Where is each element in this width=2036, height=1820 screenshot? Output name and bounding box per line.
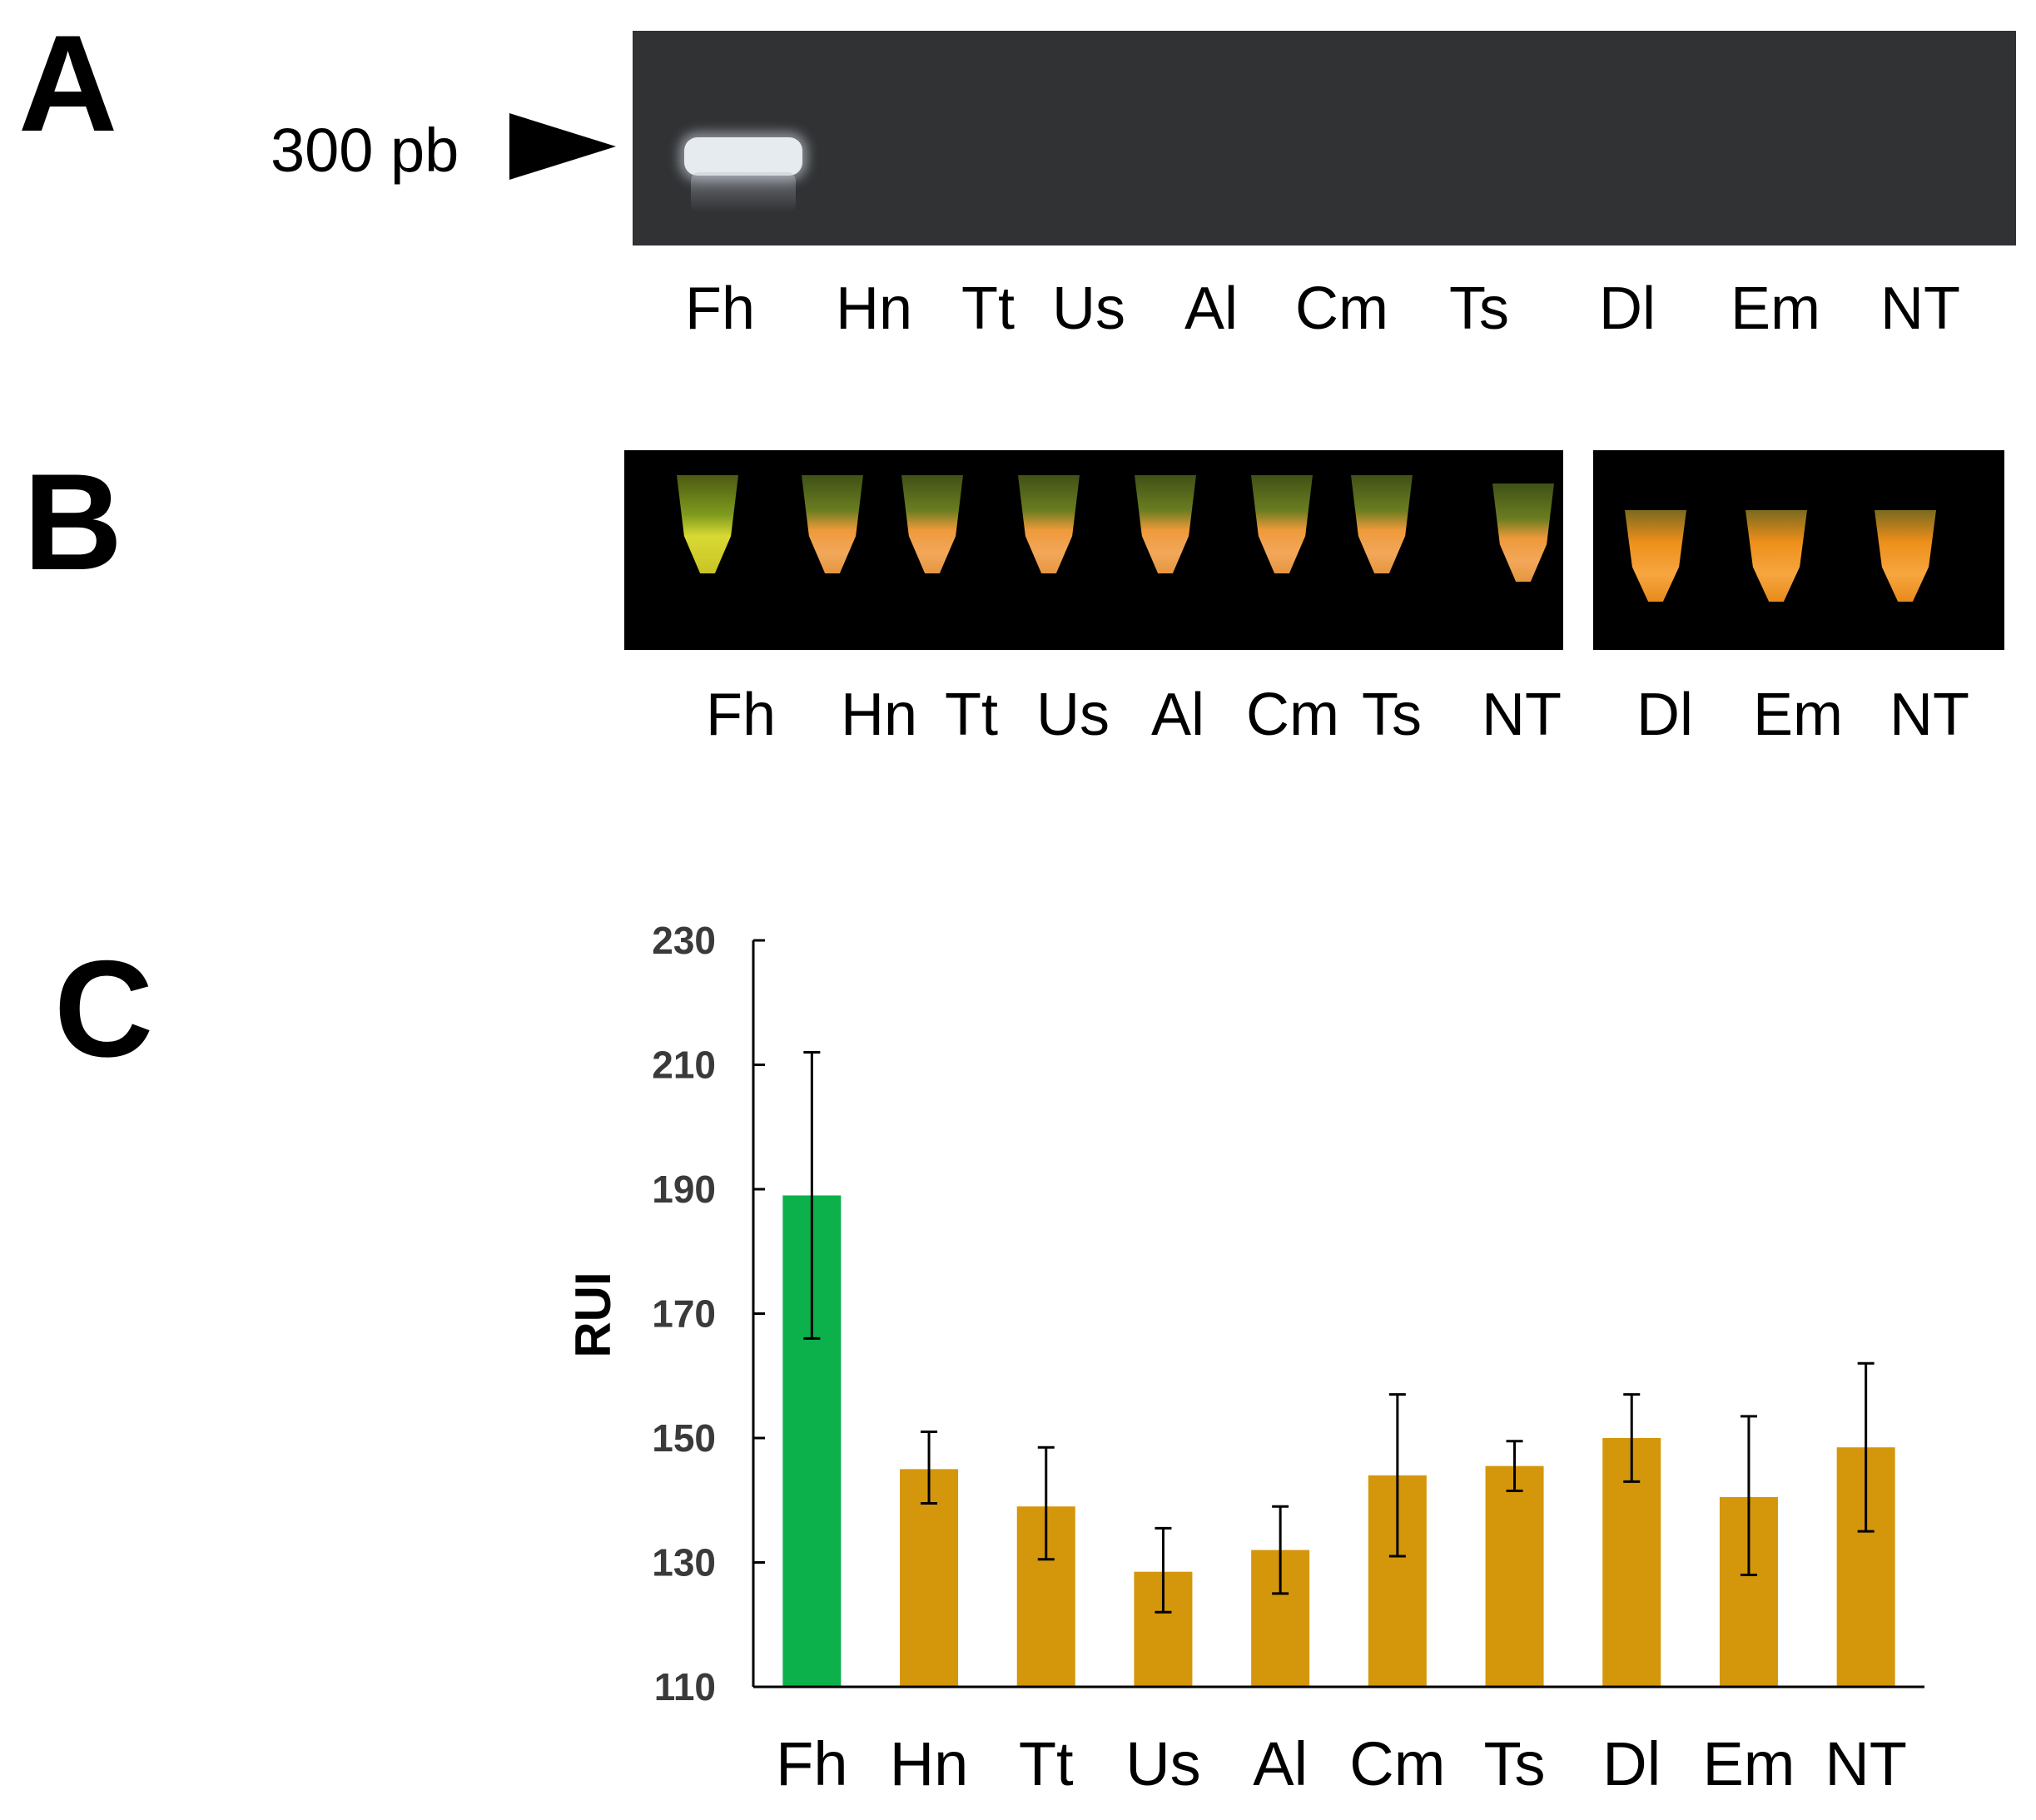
gel-image xyxy=(633,31,2016,245)
y-tick-label: 210 xyxy=(652,1044,716,1087)
y-tick-label: 170 xyxy=(652,1292,716,1336)
marker-arrow-icon xyxy=(509,113,616,180)
gel-lane-label: Cm xyxy=(1295,275,1388,342)
y-tick-label: 150 xyxy=(652,1416,716,1460)
tube-label: NT xyxy=(1890,682,1969,748)
panel-b-letter: B xyxy=(23,445,123,598)
tube-photo-secondary xyxy=(1593,450,2004,650)
gel-lane-label: Dl xyxy=(1599,275,1656,342)
tube-label: Ts xyxy=(1362,682,1422,748)
x-tick-label: Em xyxy=(1702,1729,1795,1798)
tube-label: Em xyxy=(1753,682,1843,748)
x-tick-label: Cm xyxy=(1349,1729,1445,1798)
gel-lane-label: Us xyxy=(1052,275,1125,342)
x-tick-label: NT xyxy=(1825,1729,1907,1798)
tube-label: Fh xyxy=(705,682,777,748)
tube-label: Us xyxy=(1036,682,1110,748)
gel-lane-label: Tt xyxy=(961,275,1015,342)
x-tick-label: Hn xyxy=(890,1729,969,1798)
gel-lane-label: Hn xyxy=(835,275,913,342)
y-tick-label: 130 xyxy=(652,1541,716,1584)
tube-label: NT xyxy=(1482,682,1562,748)
bars-group xyxy=(782,1195,1895,1687)
tube-label: Al xyxy=(1150,682,1205,748)
y-tick-label: 190 xyxy=(652,1168,716,1211)
marker-size-label: 300 pb xyxy=(271,116,459,185)
error-bars-group xyxy=(803,1051,1875,1614)
axes-group: Fh Hn Tt Us Al Cm Ts Dl Em NT 110 130 150 170 190 210 23… xyxy=(652,919,1924,1798)
gel-lane-label: NT xyxy=(1880,275,1960,342)
tube-label: Dl xyxy=(1636,682,1693,748)
y-tick-label: 230 xyxy=(652,919,716,962)
x-tick-label: Us xyxy=(1125,1729,1200,1798)
gel-lane-label: Al xyxy=(1184,275,1239,342)
panel-c-letter: C xyxy=(54,932,154,1085)
tube-label: Tt xyxy=(945,682,998,748)
x-tick-label: Fh xyxy=(776,1729,847,1798)
x-tick-label: Al xyxy=(1253,1729,1308,1798)
tube-photo-main xyxy=(624,450,1563,650)
gel-lane-label: Ts xyxy=(1449,275,1509,342)
x-tick-label: Tt xyxy=(1019,1729,1074,1798)
panel-a-letter: A xyxy=(18,7,118,160)
x-tick-label: Dl xyxy=(1602,1729,1661,1798)
tube-label: Hn xyxy=(840,682,918,748)
tube-label: Cm xyxy=(1246,682,1339,748)
gel-band xyxy=(684,137,802,176)
gel-band-smear xyxy=(691,172,796,212)
bar-hn xyxy=(900,1469,959,1687)
y-tick-label: 110 xyxy=(654,1665,716,1708)
bar-ts xyxy=(1485,1465,1544,1687)
gel-lane-label: Fh xyxy=(684,275,756,342)
gel-lane-label: Em xyxy=(1731,275,1820,342)
y-axis-title: RUI xyxy=(565,1272,621,1357)
x-tick-label: Ts xyxy=(1484,1729,1546,1798)
